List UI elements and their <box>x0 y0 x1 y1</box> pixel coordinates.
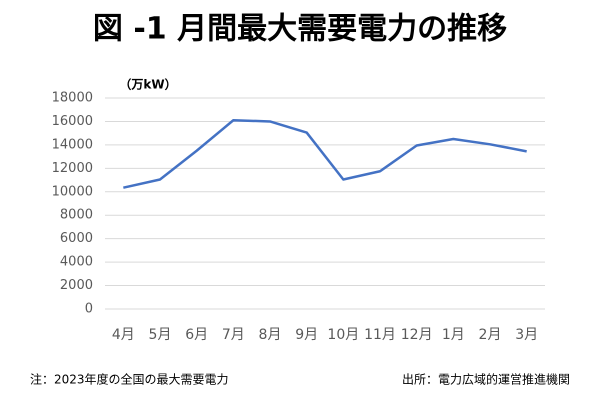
y-tick-label: 6000 <box>60 231 93 246</box>
y-tick-label: 2000 <box>60 278 93 293</box>
note: 注：2023年度の全国の最大需要電力 <box>30 372 229 387</box>
y-tick-label: 14000 <box>52 137 93 152</box>
data-line <box>123 119 527 189</box>
y-tick-label: 18000 <box>52 91 93 106</box>
source: 出所：電力広域的運営推進機関 <box>402 372 570 387</box>
x-tick-label: 8月 <box>259 327 282 343</box>
x-tick-label: 9月 <box>295 327 318 343</box>
x-tick-label: 12月 <box>401 327 433 343</box>
x-tick-label: 5月 <box>149 327 172 343</box>
y-tick-label: 0 <box>85 302 93 317</box>
x-tick-label: 6月 <box>185 327 208 343</box>
x-tick-label: 1月 <box>442 327 465 343</box>
chart-title: 図 -1 月間最大需要電力の推移 <box>93 12 507 47</box>
x-tick-label: 7月 <box>222 327 245 343</box>
y-tick-label: 8000 <box>60 208 93 223</box>
y-tick-label: 10000 <box>52 184 93 199</box>
y-tick-label: 12000 <box>52 161 93 176</box>
y-tick-label: 16000 <box>52 114 93 129</box>
x-tick-label: 2月 <box>479 327 502 343</box>
x-tick-label: 10月 <box>327 327 359 343</box>
y-tick-label: 4000 <box>60 255 93 270</box>
x-tick-label: 4月 <box>112 327 135 343</box>
x-tick-label: 3月 <box>515 327 538 343</box>
y-unit-label: （万kW） <box>119 77 176 92</box>
x-tick-label: 11月 <box>364 327 396 343</box>
